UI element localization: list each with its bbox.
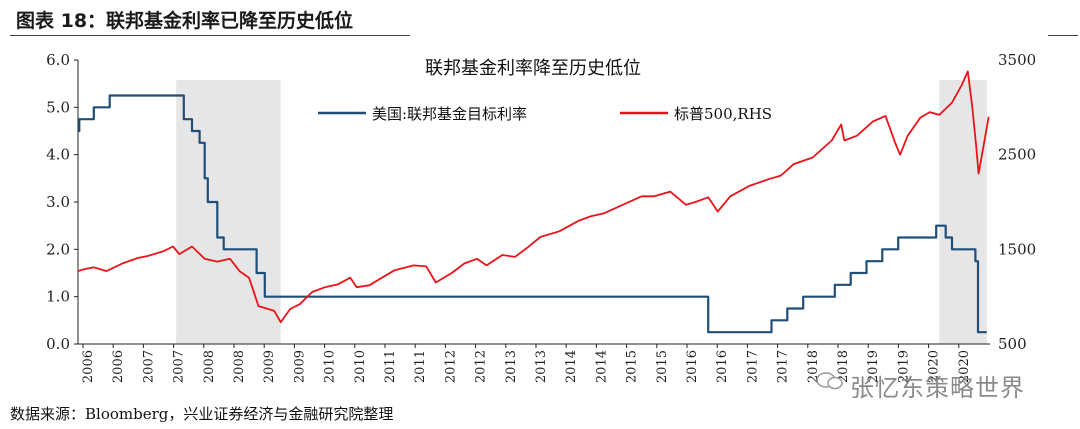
x-tick-label: 2017 [745,350,760,383]
x-tick-label: 2019 [866,350,881,383]
x-tick-label: 2013 [534,350,549,383]
left-tick-label: 0.0 [46,335,70,353]
chart-title: 联邦基金利率降至历史低位 [425,58,641,79]
x-tick-label: 2018 [836,350,851,383]
x-tick-label: 2008 [202,350,217,383]
x-tick-label: 2011 [413,350,428,383]
x-tick-label: 2006 [111,350,126,383]
x-tick-label: 2017 [776,350,791,383]
x-tick-label: 2010 [323,350,338,383]
x-tick-label: 2014 [594,350,609,383]
left-tick-label: 3.0 [46,193,70,211]
x-tick-label: 2016 [715,350,730,383]
x-tick-label: 2020 [957,350,972,383]
x-tick-label: 2015 [655,350,670,383]
x-tick-label: 2019 [896,350,911,383]
x-tick-label: 2006 [81,350,96,383]
wechat-icon [816,372,843,390]
figure-caption: 图表 18：联邦基金利率已降至历史低位 [16,10,354,32]
x-tick-label: 2007 [141,350,156,383]
x-tick-label: 2020 [927,350,942,383]
series-line-1 [77,70,990,324]
x-tick-label: 2014 [564,350,579,383]
x-tick-label: 2015 [625,350,640,383]
legend-label-1: 标普500,RHS [674,105,772,123]
left-tick-label: 4.0 [46,146,70,164]
x-tick-label: 2008 [232,350,247,383]
caption-underline [10,35,410,36]
right-tick-label: 2500 [998,146,1036,164]
caption-underline-right [1048,35,1078,36]
x-tick-label: 2016 [685,350,700,383]
right-tick-label: 3500 [998,51,1036,69]
recession-shade-0 [176,80,281,344]
watermark-text: 张忆东策略世界 [850,374,1025,402]
x-tick-label: 2009 [262,350,277,383]
left-tick-label: 1.0 [46,288,70,306]
x-tick-label: 2011 [383,350,398,383]
left-tick-label: 2.0 [46,240,70,258]
left-tick-label: 6.0 [46,51,70,69]
x-tick-label: 2007 [172,350,187,383]
x-tick-label: 2012 [443,350,458,383]
x-tick-label: 2012 [474,350,489,383]
source-note: 数据来源：Bloomberg，兴业证券经济与金融研究院整理 [10,405,394,423]
x-tick-label: 2013 [504,350,519,383]
series-line-0 [78,94,987,334]
right-tick-label: 1500 [998,240,1036,258]
x-tick-label: 2009 [292,350,307,383]
x-tick-label: 2018 [806,350,821,383]
recession-shade-1 [939,80,987,344]
x-tick-label: 2010 [353,350,368,383]
right-tick-label: 500 [998,335,1027,353]
left-tick-label: 5.0 [46,98,70,116]
legend-label-0: 美国:联邦基金目标利率 [372,105,527,123]
